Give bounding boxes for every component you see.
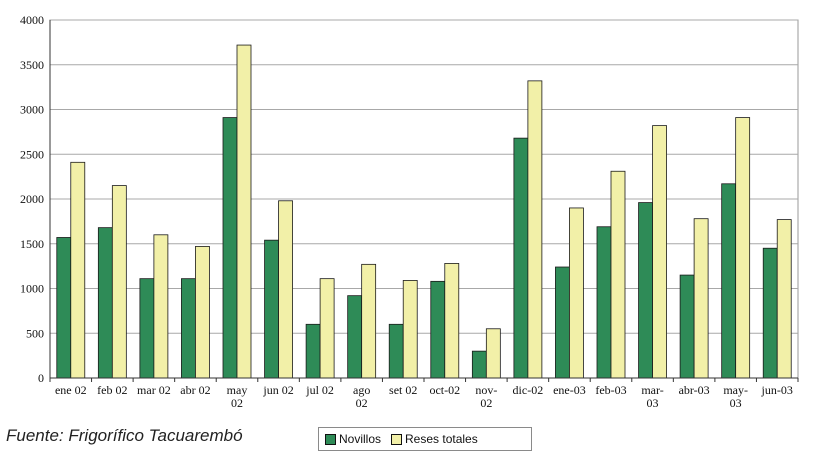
bar-novillos xyxy=(513,137,529,379)
x-tick-label: nov- xyxy=(475,383,497,397)
x-tick-label: abr 02 xyxy=(180,383,210,397)
bar-novillos xyxy=(638,202,653,379)
legend-swatch-reses-totales xyxy=(391,433,403,445)
bar-reses-totales xyxy=(527,80,543,379)
x-tick-label: ago xyxy=(353,383,370,397)
bar-novillos xyxy=(721,183,737,379)
legend-item-reses-totales: Reses totales xyxy=(391,432,478,446)
x-tick-label: ene-03 xyxy=(553,383,586,397)
x-tick-label: may xyxy=(227,383,248,397)
x-tick-label: jul 02 xyxy=(305,383,334,397)
bar-reses-totales xyxy=(693,218,709,379)
bar-reses-totales xyxy=(569,207,584,379)
bar-novillos xyxy=(305,323,321,379)
bar-novillos xyxy=(139,278,155,379)
bar-reses-totales xyxy=(278,200,293,379)
bar-novillos xyxy=(181,278,196,379)
bar-reses-totales xyxy=(485,328,501,379)
y-tick-label: 4000 xyxy=(20,13,44,27)
bar-novillos xyxy=(471,350,487,379)
y-tick-label: 3500 xyxy=(20,58,44,72)
bar-reses-totales xyxy=(319,278,335,379)
bars xyxy=(56,44,792,379)
bar-reses-totales xyxy=(652,125,667,379)
axes xyxy=(49,20,799,382)
x-tick-label: ene 02 xyxy=(55,383,87,397)
chart-legend: Novillos Reses totales xyxy=(318,427,532,451)
bar-reses-totales xyxy=(153,234,169,379)
x-tick-label: jun 02 xyxy=(262,383,293,397)
bar-reses-totales xyxy=(236,44,252,379)
x-tick-label: may- xyxy=(723,383,748,397)
x-tick-label: dic-02 xyxy=(513,383,544,397)
x-tick-label: 03 xyxy=(647,396,659,410)
x-tick-label: 02 xyxy=(356,396,368,410)
x-tick-label: feb 02 xyxy=(97,383,127,397)
source-note: Fuente: Frigorífico Tacuarembó xyxy=(6,426,243,445)
bar-reses-totales xyxy=(195,246,210,379)
x-tick-label: mar- xyxy=(641,383,663,397)
x-tick-label: jun-03 xyxy=(761,383,793,397)
y-tick-label: 2000 xyxy=(20,192,44,206)
x-tick-label: oct-02 xyxy=(429,383,460,397)
x-tick-label: abr-03 xyxy=(679,383,710,397)
legend-label-reses-totales: Reses totales xyxy=(405,432,478,446)
gridlines xyxy=(50,19,798,334)
legend-label-novillos: Novillos xyxy=(339,432,382,446)
y-tick-labels: 0 500 1000 1500 2000 2500 3000 3500 4000 xyxy=(20,13,44,385)
y-tick-label: 0 xyxy=(38,371,44,385)
bar-reses-totales xyxy=(776,219,792,379)
y-tick-label: 3000 xyxy=(20,103,44,117)
bar-novillos xyxy=(222,117,238,379)
legend-item-novillos: Novillos xyxy=(325,432,381,446)
bar-novillos xyxy=(97,227,113,379)
bar-reses-totales xyxy=(444,263,460,379)
x-tick-label: 02 xyxy=(231,396,243,410)
x-tick-label: 03 xyxy=(730,396,742,410)
bar-reses-totales xyxy=(70,161,86,379)
bar-reses-totales xyxy=(610,170,626,379)
bar-novillos xyxy=(596,226,612,379)
x-tick-label: 02 xyxy=(480,396,492,410)
bar-novillos xyxy=(555,266,570,379)
x-tick-label: set 02 xyxy=(389,383,417,397)
bar-novillos xyxy=(264,239,279,379)
bar-reses-totales xyxy=(361,263,377,379)
bar-novillos xyxy=(762,247,778,379)
bar-novillos xyxy=(347,295,363,379)
bar-novillos xyxy=(430,280,446,379)
legend-swatch-novillos xyxy=(325,433,336,445)
bar-reses-totales xyxy=(735,117,751,379)
y-tick-label: 1500 xyxy=(20,237,44,251)
x-tick-label: mar 02 xyxy=(137,383,171,397)
bar-novillos xyxy=(388,323,404,379)
bar-reses-totales xyxy=(402,280,418,379)
bar-novillos xyxy=(679,274,695,379)
bar-reses-totales xyxy=(111,185,127,379)
x-tick-label: feb-03 xyxy=(595,383,626,397)
y-tick-label: 2500 xyxy=(20,147,44,161)
y-tick-label: 1000 xyxy=(20,282,44,296)
y-tick-label: 500 xyxy=(26,326,44,340)
bar-novillos xyxy=(56,237,72,379)
